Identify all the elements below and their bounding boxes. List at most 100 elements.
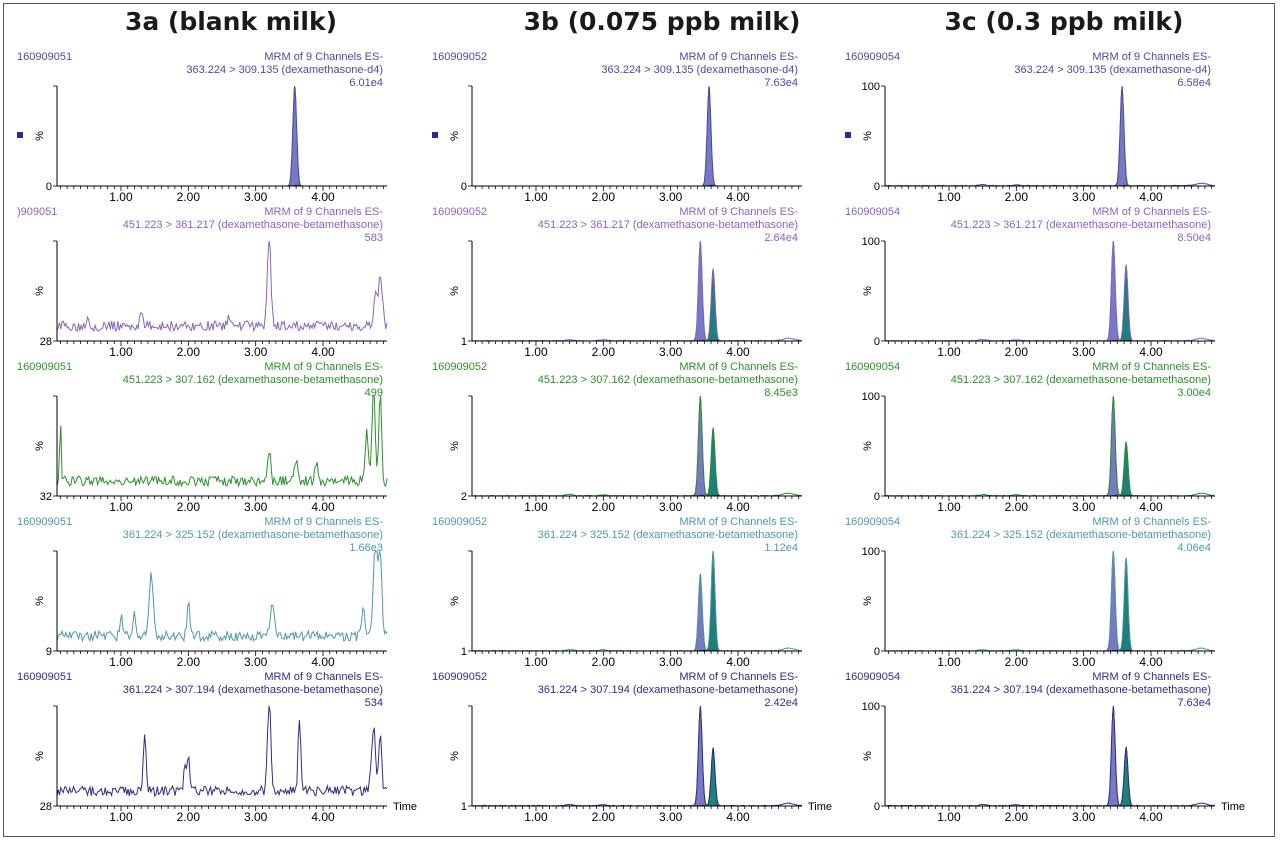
x-tick-label: 3.00: [1072, 190, 1096, 204]
x-tick-label: 3.00: [659, 345, 683, 359]
sample-id: 160909052: [432, 51, 487, 63]
signal-trace: [884, 395, 1216, 497]
transition-label: 361.224 > 325.152 (dexamethasone-betamet…: [951, 529, 1211, 541]
y-min-label: 0: [874, 801, 880, 813]
x-tick-label: 3.00: [244, 655, 268, 669]
sample-id: 160909054: [845, 51, 900, 63]
column-title-3a: 3a (blank milk): [124, 7, 338, 36]
transition-label: 363.224 > 309.135 (dexamethasone-d4): [186, 64, 383, 76]
transition-label: 361.224 > 307.194 (dexamethasone-betamet…: [538, 684, 798, 696]
column-title-3b: 3b (0.075 ppb milk): [523, 7, 801, 36]
channel-header: MRM of 9 Channels ES-: [679, 361, 798, 373]
y-min-label: 0: [874, 491, 880, 503]
intensity-label: 7.63e4: [1177, 697, 1211, 709]
channel-header: MRM of 9 Channels ES-: [264, 206, 383, 218]
intensity-label: 1.66e3: [349, 542, 383, 554]
signal-trace: [884, 240, 1216, 342]
y-min-label: 0: [874, 336, 880, 348]
signal-trace: [471, 241, 803, 342]
transition-label: 361.224 > 325.152 (dexamethasone-betamet…: [538, 529, 798, 541]
sample-id: 160909051: [17, 361, 72, 373]
y-max-label: 100: [862, 701, 880, 713]
transition-label: 451.223 > 307.162 (dexamethasone-betamet…: [123, 374, 383, 386]
y-min-label: 28: [40, 801, 52, 813]
x-tick-label: 2.00: [177, 655, 201, 669]
intensity-label: 6.01e4: [349, 77, 383, 89]
x-tick-label: 1.00: [937, 190, 961, 204]
chromatogram-2-2: 160909054 MRM of 9 Channels ES-451.223 > …: [845, 361, 1216, 514]
time-axis-label: Time: [393, 801, 417, 813]
y-max-label: 100: [862, 236, 880, 248]
x-tick-label: 1.00: [524, 345, 548, 359]
y-min-label: 28: [40, 336, 52, 348]
x-tick-label: 2.00: [1005, 345, 1029, 359]
chromatogram-1-0: 160909052 MRM of 9 Channels ES-363.224 > …: [432, 51, 802, 204]
x-tick-label: 2.00: [177, 810, 201, 824]
x-tick-label: 1.00: [109, 655, 133, 669]
y-min-label: 1: [461, 646, 467, 658]
sample-id: 160909051: [17, 516, 72, 528]
percent-axis-label: %: [34, 441, 46, 451]
sample-id: 160909051: [17, 671, 72, 683]
transition-label: 451.223 > 307.162 (dexamethasone-betamet…: [951, 374, 1211, 386]
transition-label: 363.224 > 309.135 (dexamethasone-d4): [601, 64, 798, 76]
percent-axis-label: %: [862, 751, 874, 761]
percent-axis-label: %: [862, 441, 874, 451]
x-tick-label: 1.00: [109, 345, 133, 359]
x-tick-label: 2.00: [592, 190, 616, 204]
channel-header: MRM of 9 Channels ES-: [264, 361, 383, 373]
percent-axis-label: %: [862, 131, 874, 141]
intensity-label: 534: [365, 697, 383, 709]
y-max-label: 100: [862, 81, 880, 93]
signal-trace: [57, 88, 387, 187]
channel-header: MRM of 9 Channels ES-: [264, 516, 383, 528]
percent-axis-label: %: [34, 131, 46, 141]
x-tick-label: 2.00: [177, 500, 201, 514]
intensity-label: 6.58e4: [1177, 77, 1211, 89]
y-min-label: 32: [40, 491, 52, 503]
x-tick-label: 3.00: [659, 810, 683, 824]
transition-label: 451.223 > 361.217 (dexamethasone-betamet…: [538, 219, 798, 231]
intensity-label: 2.64e4: [764, 232, 798, 244]
channel-header: MRM of 9 Channels ES-: [1092, 671, 1211, 683]
percent-axis-label: %: [449, 441, 461, 451]
x-tick-label: 1.00: [524, 500, 548, 514]
x-tick-label: 3.00: [659, 655, 683, 669]
transition-label: 451.223 > 361.217 (dexamethasone-betamet…: [123, 219, 383, 231]
sample-id: 160909052: [432, 516, 487, 528]
intensity-label: 7.63e4: [764, 77, 798, 89]
figure-frame: [3, 3, 1275, 837]
x-tick-label: 1.00: [937, 810, 961, 824]
y-min-label: 9: [46, 646, 52, 658]
sample-id: )909051: [17, 206, 57, 218]
trace-marker: [845, 132, 851, 138]
x-tick-label: 4.00: [726, 190, 750, 204]
x-tick-label: 4.00: [726, 655, 750, 669]
intensity-label: 8.50e4: [1177, 232, 1211, 244]
x-tick-label: 4.00: [311, 655, 335, 669]
y-min-label: 0: [874, 181, 880, 193]
chromatogram-2-3: 160909054 MRM of 9 Channels ES-361.224 > …: [845, 516, 1215, 669]
x-tick-label: 2.00: [1005, 655, 1029, 669]
intensity-label: 1.12e4: [764, 542, 798, 554]
x-tick-label: 3.00: [244, 345, 268, 359]
x-tick-label: 1.00: [109, 190, 133, 204]
x-tick-label: 3.00: [244, 190, 268, 204]
x-tick-label: 3.00: [244, 810, 268, 824]
x-tick-label: 4.00: [311, 345, 335, 359]
transition-label: 451.223 > 361.217 (dexamethasone-betamet…: [951, 219, 1211, 231]
channel-header: MRM of 9 Channels ES-: [679, 516, 798, 528]
percent-axis-label: %: [449, 131, 461, 141]
percent-axis-label: %: [34, 286, 46, 296]
trace-marker: [17, 132, 23, 138]
sample-id: 160909054: [845, 671, 900, 683]
chromatogram-2-0: 160909054 MRM of 9 Channels ES-363.224 > …: [845, 51, 1216, 204]
sample-id: 160909052: [432, 206, 487, 218]
signal-trace: [884, 706, 1215, 807]
signal-trace: [472, 87, 802, 187]
x-tick-label: 3.00: [1072, 345, 1096, 359]
x-tick-label: 4.00: [726, 810, 750, 824]
chromatogram-0-0: 160909051 MRM of 9 Channels ES-363.224 > …: [17, 51, 387, 204]
intensity-label: 499: [365, 387, 383, 399]
channel-header: MRM of 9 Channels ES-: [679, 671, 798, 683]
